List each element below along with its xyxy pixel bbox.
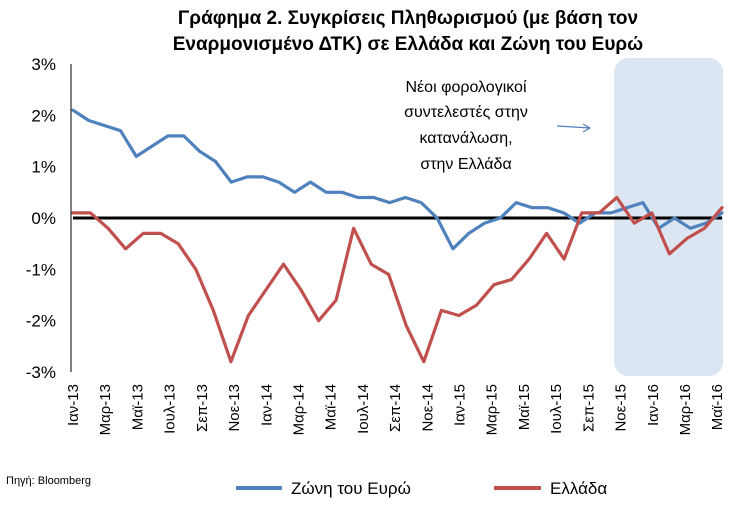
- x-tick-label: Μαρ-16: [677, 384, 694, 435]
- x-tick-label: Μαϊ-15: [516, 384, 533, 430]
- legend-label-greece: Ελλάδα: [550, 479, 607, 498]
- y-tick-label: 1%: [31, 158, 56, 177]
- legend: Ζώνη του Ευρώ Ελλάδα: [236, 479, 607, 498]
- series-line-eurozone: [71, 108, 724, 251]
- x-tick-label: Νοε-14: [419, 384, 436, 432]
- x-tick-label: Νοε-13: [226, 384, 243, 432]
- x-tick-label: Ιαν-13: [65, 384, 82, 426]
- y-tick-label: 0%: [31, 209, 56, 228]
- x-tick-label: Μαϊ-13: [129, 384, 146, 430]
- x-tick-label: Μαϊ-16: [709, 384, 726, 430]
- y-tick-label: -2%: [26, 312, 56, 331]
- x-tick-label: Μαϊ-14: [323, 384, 340, 430]
- annotation-arrow: [556, 125, 591, 129]
- x-tick-label: Ιαν-15: [452, 384, 469, 426]
- y-tick-label: -3%: [26, 363, 56, 382]
- annotation-arrowhead: [582, 123, 591, 133]
- x-tick-label: Ιουλ-13: [162, 384, 179, 434]
- x-tick-label: Νοε-15: [613, 384, 630, 432]
- legend-label-eurozone: Ζώνη του Ευρώ: [291, 479, 411, 498]
- x-tick-label: Ιαν-16: [645, 384, 662, 426]
- chart-title-line-2: Εναρμονισμένο ΔΤΚ) σε Ελλάδα και Ζώνη το…: [173, 34, 643, 55]
- y-tick-label: -1%: [26, 260, 56, 279]
- x-tick-label: Σεπ-15: [580, 384, 597, 432]
- annotation: Νέοι φορολογικοί συντελεστές στην κατανά…: [404, 79, 591, 173]
- source-note: Πηγή: Bloomberg: [6, 475, 91, 487]
- series-line-greece: [71, 195, 724, 364]
- annotation-line-1: Νέοι φορολογικοί: [405, 79, 526, 96]
- x-tick-label: Μαρ-14: [290, 384, 307, 435]
- x-tick-label: Σεπ-14: [387, 384, 404, 432]
- annotation-line-3: κατανάλωση,: [419, 130, 512, 147]
- annotation-line-4: στην Ελλάδα: [420, 156, 511, 173]
- x-tick-label: Ιουλ-15: [548, 384, 565, 434]
- x-tick-label: Ιουλ-14: [355, 384, 372, 434]
- x-tick-label: Ιαν-14: [258, 384, 275, 426]
- chart-title-line-1: Γράφημα 2. Συγκρίσεις Πληθωρισμού (με βά…: [178, 8, 638, 29]
- x-tick-label: Μαρ-13: [97, 384, 114, 435]
- x-tick-label: Σεπ-13: [194, 384, 211, 432]
- y-tick-label: 2%: [31, 106, 56, 125]
- annotation-line-2: συντελεστές στην: [404, 104, 528, 121]
- y-tick-label: 3%: [31, 55, 56, 74]
- x-tick-label: Μαρ-15: [484, 384, 501, 435]
